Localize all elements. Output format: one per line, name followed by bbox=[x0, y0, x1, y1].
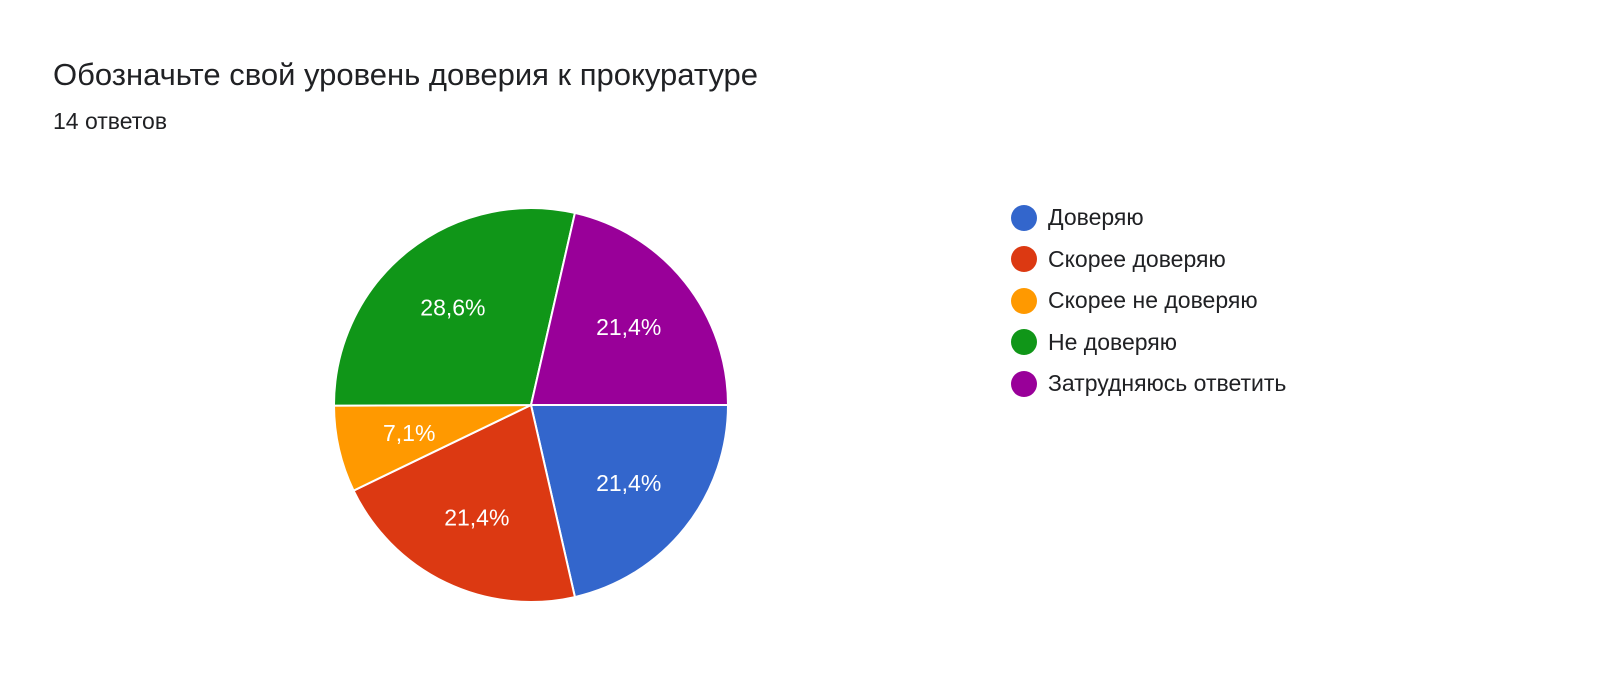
legend-swatch bbox=[1011, 204, 1037, 231]
legend-label: Доверяю bbox=[1048, 204, 1144, 231]
response-count: 14 ответов bbox=[53, 108, 168, 134]
pie-chart: 21,4% 21,4% 7,1% 28,6% 21,4% bbox=[332, 207, 730, 603]
legend-label: Скорее доверяю bbox=[1048, 245, 1226, 272]
legend-item[interactable]: Скорее не доверяю bbox=[1011, 280, 1286, 322]
pie-slice[interactable] bbox=[529, 211, 730, 406]
legend-item[interactable]: Не доверяю bbox=[1011, 322, 1286, 364]
legend-swatch bbox=[1011, 246, 1037, 273]
legend-item[interactable]: Затрудняюсь ответить bbox=[1011, 363, 1286, 405]
slice-percentage-label: 21,4% bbox=[596, 470, 661, 496]
slice-percentage-label: 28,6% bbox=[420, 294, 485, 320]
legend-swatch bbox=[1011, 329, 1037, 356]
pie-slice[interactable] bbox=[529, 404, 730, 599]
legend-swatch bbox=[1011, 370, 1037, 397]
slice-percentage-label: 21,4% bbox=[596, 314, 661, 340]
legend: Доверяю Скорее доверяю Скорее не доверяю… bbox=[1011, 197, 1286, 405]
legend-item[interactable]: Скорее доверяю bbox=[1011, 239, 1286, 281]
legend-item[interactable]: Доверяю bbox=[1011, 197, 1286, 239]
pie-slice[interactable] bbox=[352, 403, 577, 603]
legend-swatch bbox=[1011, 287, 1037, 314]
legend-label: Затрудняюсь ответить bbox=[1048, 370, 1287, 397]
chart-title: Обозначьте свой уровень доверия к прокур… bbox=[53, 57, 759, 92]
slice-percentage-label: 21,4% bbox=[444, 505, 509, 531]
legend-label: Скорее не доверяю bbox=[1048, 287, 1258, 314]
legend-label: Не доверяю bbox=[1048, 328, 1177, 355]
slice-percentage-label: 7,1% bbox=[383, 420, 435, 446]
pie-slice[interactable] bbox=[332, 207, 577, 407]
